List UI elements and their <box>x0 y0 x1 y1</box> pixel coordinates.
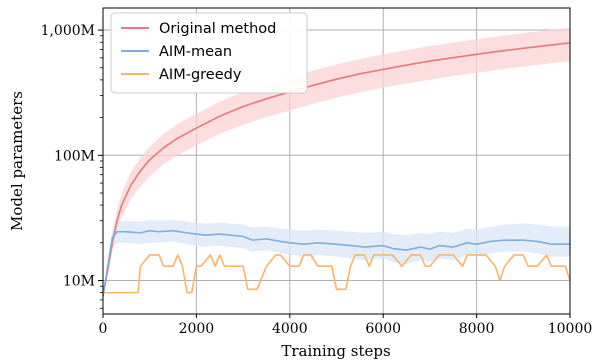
x-tick-label: 0 <box>99 321 108 337</box>
y-tick-label: 1,000M <box>41 23 95 39</box>
line-series-1 <box>102 229 570 297</box>
x-tick-label: 6000 <box>365 321 401 337</box>
y-tick-label: 10M <box>63 273 95 289</box>
line-series-0 <box>102 42 571 297</box>
legend-label-1: AIM-mean <box>159 44 232 60</box>
confidence-bands <box>103 27 570 297</box>
x-tick-label: 8000 <box>459 321 495 337</box>
axis-ticks: 0 2000 4000 6000 8000 10000 10M 100M 1,000M <box>41 23 593 337</box>
line-series-2 <box>103 254 571 294</box>
series-lines <box>102 42 571 297</box>
x-tick-label: 2000 <box>179 321 215 337</box>
legend: Original method AIM-mean AIM-greedy <box>110 12 308 94</box>
band-series-0 <box>103 27 570 297</box>
band-series-1 <box>103 219 570 297</box>
legend-label-2: AIM-greedy <box>159 67 242 83</box>
y-axis-title: Model parameters <box>8 91 26 231</box>
x-tick-label: 4000 <box>272 321 308 337</box>
x-axis-title: Training steps <box>281 342 390 360</box>
legend-box <box>110 12 308 94</box>
legend-label-0: Original method <box>159 21 276 37</box>
y-tick-label: 100M <box>54 148 95 164</box>
x-tick-label: 10000 <box>548 321 593 337</box>
